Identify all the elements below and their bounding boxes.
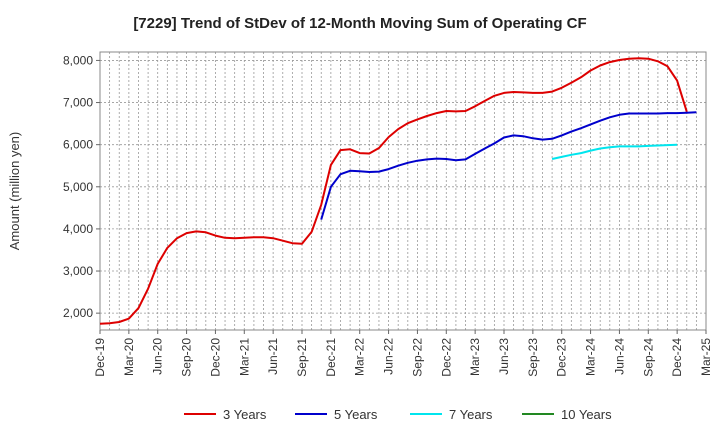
- x-tick-label: Sep-21: [295, 338, 309, 377]
- x-tick-label: Sep-23: [526, 338, 540, 377]
- x-tick-label: Mar-23: [468, 338, 482, 376]
- series-lines: [99, 57, 697, 325]
- legend-label: 10 Years: [561, 407, 612, 422]
- legend: 3 Years 5 Years 7 Years 10 Years: [184, 407, 612, 422]
- x-tick-label: Mar-24: [584, 338, 598, 376]
- x-tick-label: Mar-25: [699, 338, 713, 376]
- x-tick-label: Sep-20: [180, 338, 194, 377]
- x-tick-label: Dec-23: [555, 338, 569, 377]
- y-axis-ticks: 2,000 3,000 4,000 5,000 6,000 7,000 8,000: [63, 53, 100, 320]
- y-tick-label: 5,000: [63, 180, 93, 194]
- legend-label: 5 Years: [334, 407, 378, 422]
- x-tick-label: Dec-19: [93, 338, 107, 377]
- y-tick-label: 6,000: [63, 138, 93, 152]
- y-tick-label: 7,000: [63, 96, 93, 110]
- x-tick-label: Jun-23: [497, 338, 511, 375]
- legend-label: 7 Years: [449, 407, 493, 422]
- x-tick-label: Dec-21: [324, 338, 338, 377]
- y-tick-label: 8,000: [63, 53, 93, 67]
- x-tick-label: Jun-22: [382, 338, 396, 375]
- x-tick-label: Jun-24: [612, 338, 626, 375]
- grid: [100, 52, 706, 330]
- series-line-5-years: [320, 111, 697, 220]
- y-tick-label: 4,000: [63, 222, 93, 236]
- series-line-7-years: [551, 143, 678, 160]
- plot-area: [99, 51, 707, 331]
- y-tick-label: 2,000: [63, 306, 93, 320]
- x-tick-label: Sep-22: [410, 338, 424, 377]
- chart-title: [7229] Trend of StDev of 12-Month Moving…: [133, 15, 586, 32]
- x-tick-label: Mar-21: [237, 338, 251, 376]
- x-tick-label: Dec-20: [208, 338, 222, 377]
- series-line-3-years: [99, 57, 688, 325]
- legend-label: 3 Years: [223, 407, 267, 422]
- x-tick-label: Mar-22: [353, 338, 367, 376]
- x-tick-label: Dec-24: [670, 338, 684, 377]
- x-tick-label: Jun-21: [266, 338, 280, 375]
- x-tick-label: Dec-22: [439, 338, 453, 377]
- x-axis-ticks: Dec-19 Mar-20 Jun-20 Sep-20 Dec-20 Mar-21 Jun-…: [93, 330, 713, 377]
- x-tick-label: Jun-20: [151, 338, 165, 375]
- x-tick-label: Sep-24: [641, 338, 655, 377]
- y-axis-label: Amount (million yen): [7, 132, 22, 251]
- y-tick-label: 3,000: [63, 264, 93, 278]
- x-tick-label: Mar-20: [122, 338, 136, 376]
